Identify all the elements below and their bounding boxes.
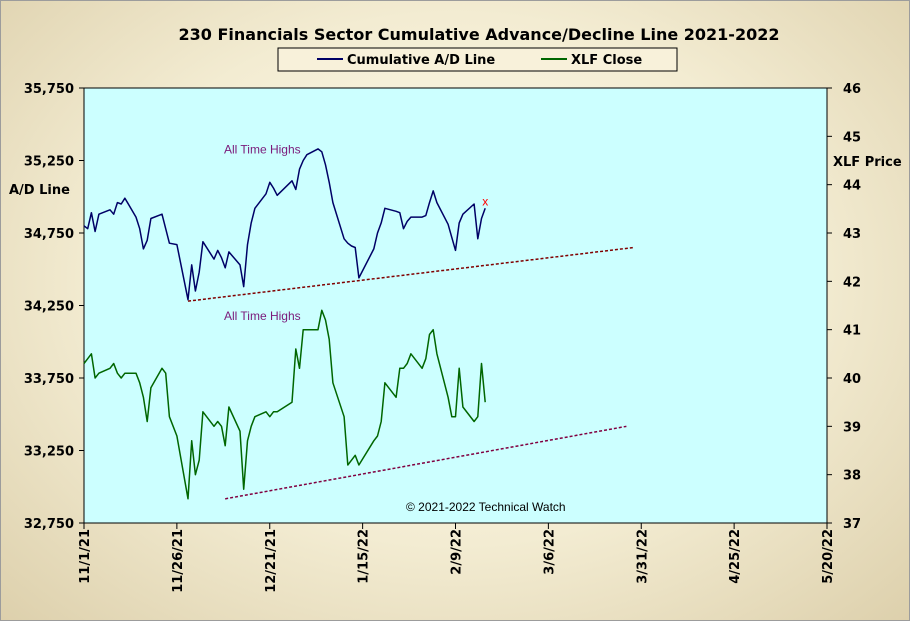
left-axis-label: A/D Line [9, 183, 70, 198]
plot-area [83, 87, 828, 524]
right-tick-label: 39 [843, 420, 861, 435]
annotations: All Time Highs All Time Highs x [224, 142, 488, 323]
trendlines [187, 246, 634, 500]
annotation-label: All Time Highs [224, 309, 301, 323]
left-tick-label: 33,750 [24, 372, 74, 387]
right-tick-label: 38 [843, 469, 861, 484]
left-tick-label: 34,750 [24, 227, 74, 242]
left-axis: 35,750 35,250 34,750 34,250 33,750 33,250 32,7… [24, 82, 84, 532]
x-axis: 11/1/21 11/26/21 12/21/21 1/15/22 2/9/22 3/6/… [78, 523, 836, 593]
legend: Cumulative A/D Line XLF Close [277, 47, 678, 72]
right-tick-label: 37 [843, 517, 861, 532]
right-tick-label: 43 [843, 227, 861, 242]
last-point-marker: x [482, 194, 488, 208]
x-tick-label: 11/1/21 [78, 529, 93, 584]
right-tick-label: 42 [843, 275, 861, 290]
right-tick-label: 45 [843, 130, 861, 145]
x-tick-label: 3/6/22 [542, 529, 557, 575]
x-tick-label: 4/25/22 [728, 529, 743, 584]
x-tick-label: 11/26/21 [171, 529, 186, 593]
right-tick-label: 41 [843, 324, 861, 339]
series-line-xlf [83, 309, 486, 500]
left-tick-label: 35,750 [24, 82, 74, 97]
right-tick-label: 44 [843, 179, 861, 194]
left-tick-label: 35,250 [24, 155, 74, 170]
right-tick-label: 40 [843, 372, 861, 387]
left-tick-label: 32,750 [24, 517, 74, 532]
series-group [83, 148, 486, 500]
legend-label-ad-line: Cumulative A/D Line [347, 53, 495, 68]
left-tick-label: 34,250 [24, 300, 74, 315]
left-tick-label: 33,250 [24, 445, 74, 460]
x-tick-label: 2/9/22 [450, 529, 465, 575]
x-tick-label: 12/21/21 [264, 529, 279, 593]
series-line-ad [83, 148, 486, 301]
trendline [225, 425, 627, 500]
right-axis-label: XLF Price [833, 155, 902, 170]
legend-box [277, 47, 678, 72]
x-tick-label: 3/31/22 [635, 529, 650, 584]
copyright-notice: © 2021-2022 Technical Watch [406, 500, 566, 514]
right-tick-label: 46 [843, 82, 861, 97]
chart-title: 230 Financials Sector Cumulative Advance… [179, 25, 780, 44]
x-tick-label: 1/15/22 [357, 529, 372, 584]
right-axis: 46 45 44 43 42 41 40 39 38 37 [827, 82, 861, 532]
legend-label-xlf-close: XLF Close [571, 53, 642, 68]
annotation-label: All Time Highs [224, 142, 301, 156]
x-tick-label: 5/20/22 [821, 529, 836, 584]
